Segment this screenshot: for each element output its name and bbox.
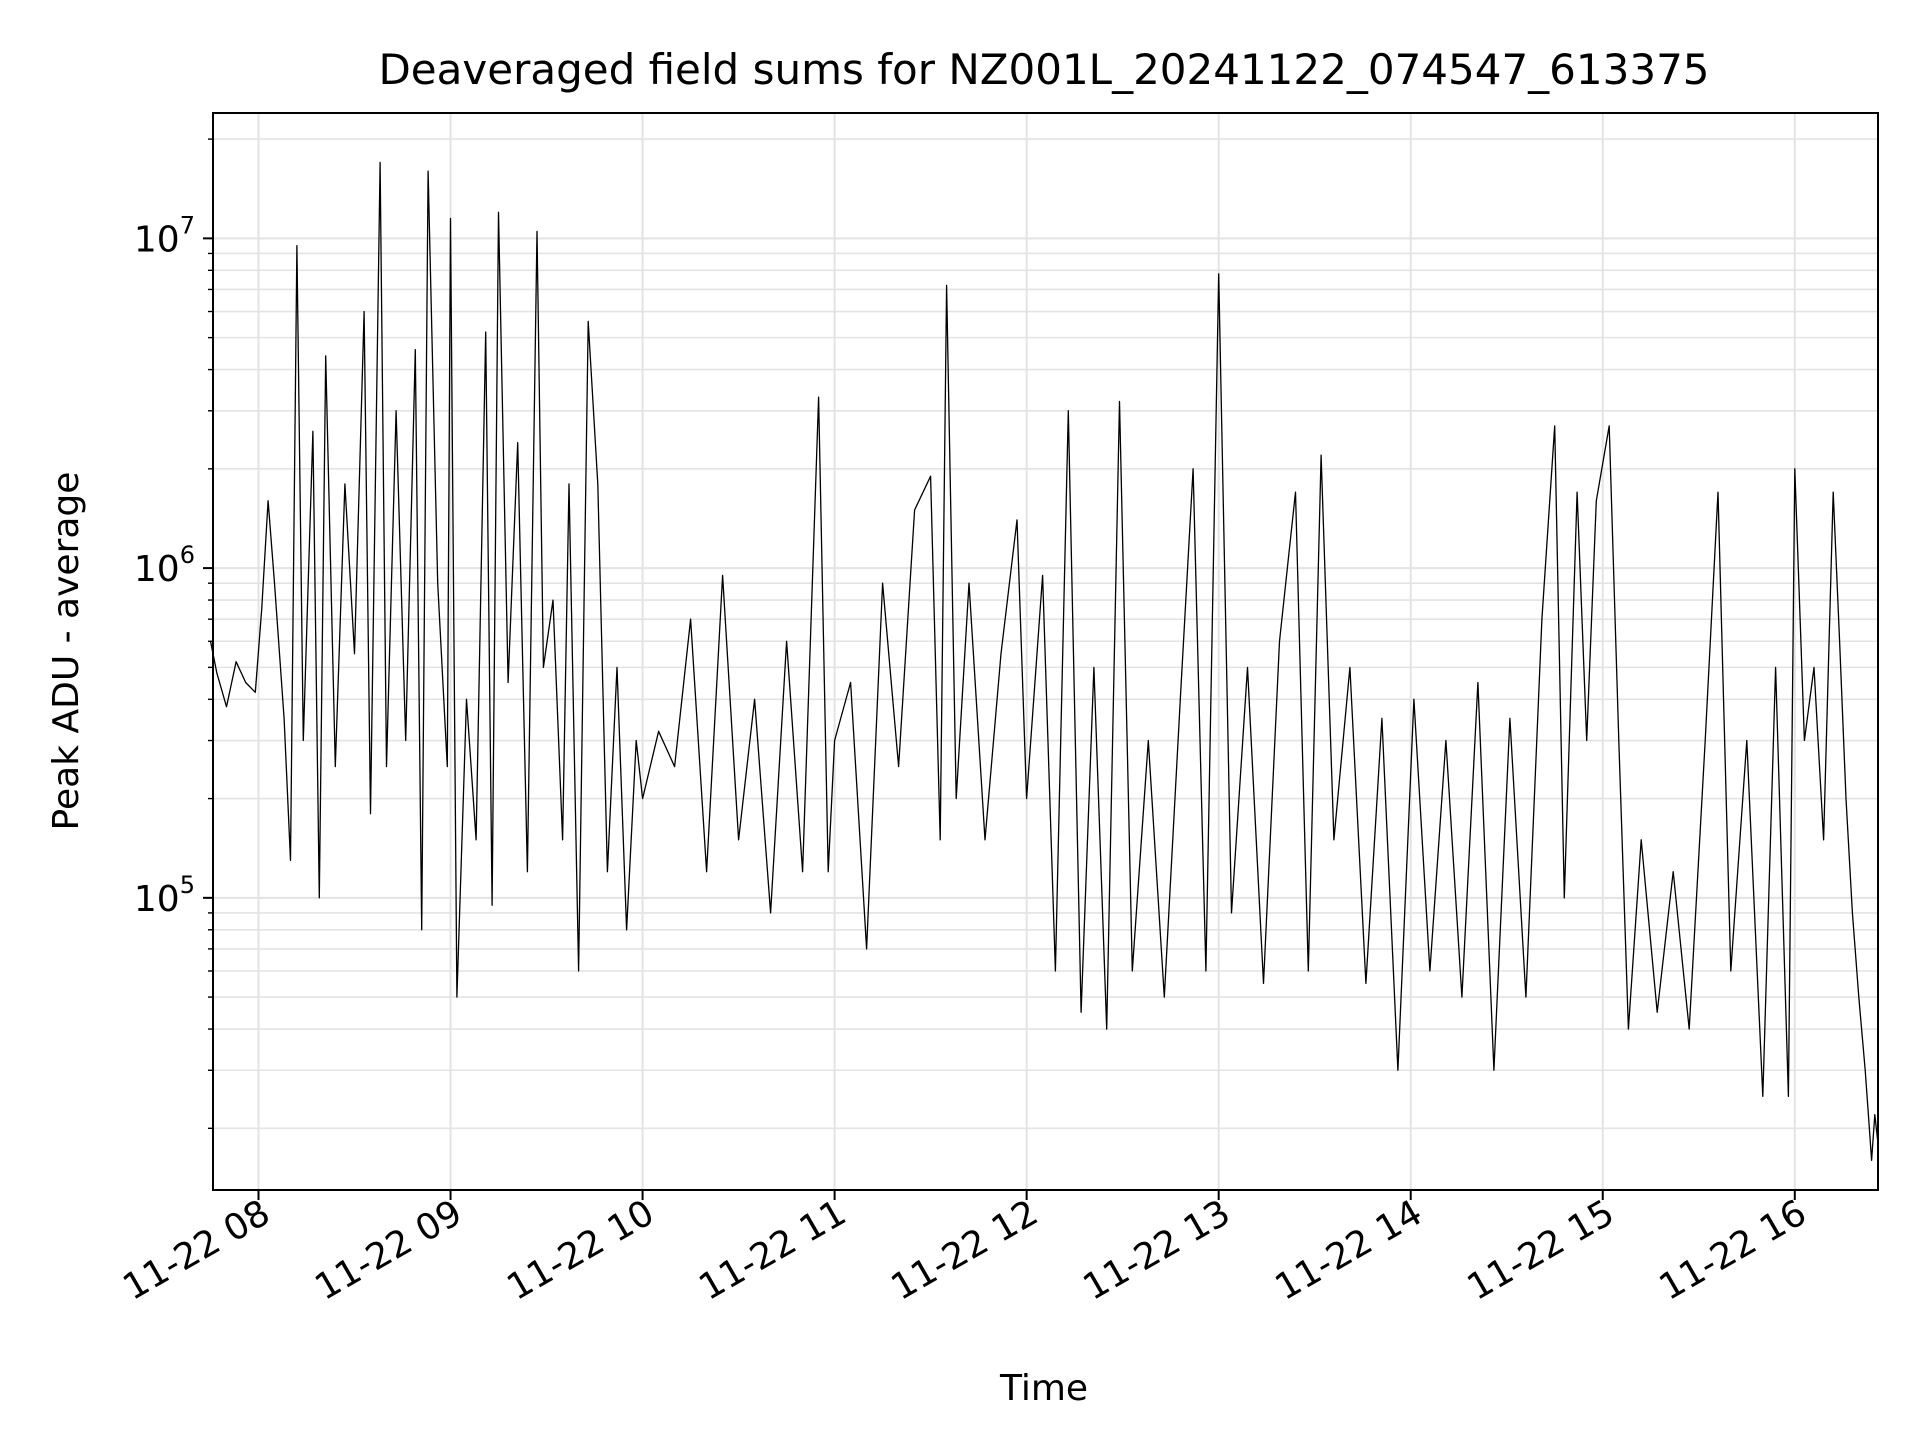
y-tick-label: 107 <box>134 211 195 260</box>
plot-frame <box>212 112 1879 1191</box>
series-line <box>209 161 1879 1161</box>
y-axis-label: Peak ADU - average <box>46 472 87 831</box>
y-axis: 105 106 107 <box>134 138 213 1130</box>
chart-title: Deaveraged field sums for NZ001L_2024112… <box>378 45 1709 94</box>
x-axis-label: Time <box>999 1368 1088 1409</box>
y-tick-label: 106 <box>134 541 195 590</box>
y-tick-label: 105 <box>134 871 195 920</box>
